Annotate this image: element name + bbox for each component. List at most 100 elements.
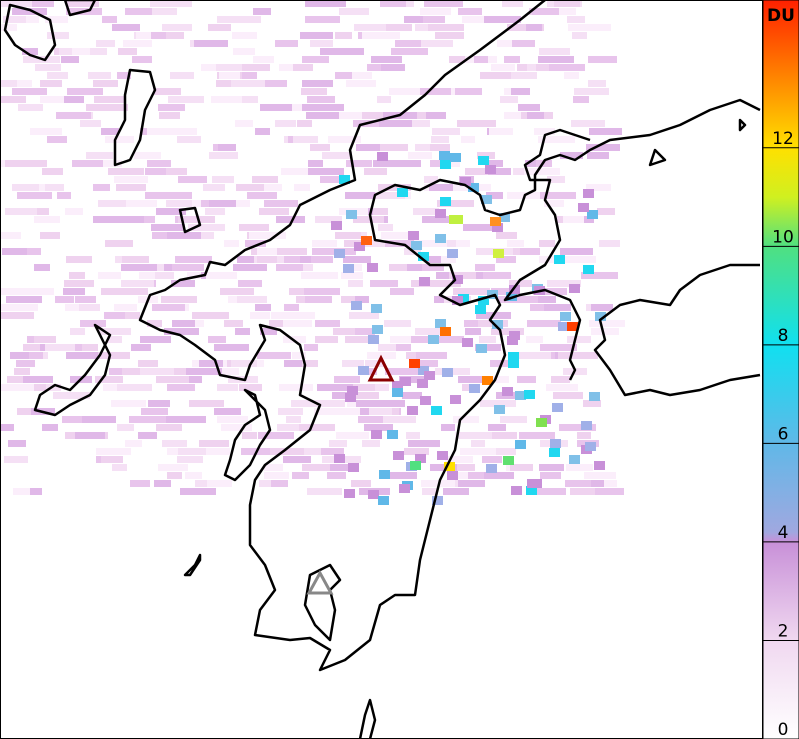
cell <box>156 376 189 383</box>
cell <box>162 416 180 423</box>
cell <box>305 0 329 7</box>
cell <box>29 352 43 359</box>
cell <box>104 312 128 319</box>
cell <box>66 352 98 359</box>
cell <box>112 24 140 31</box>
cell <box>291 400 321 407</box>
cell <box>350 408 375 415</box>
cell <box>447 249 458 258</box>
cell <box>329 440 347 447</box>
cell <box>569 455 580 464</box>
cell <box>362 440 380 447</box>
cell <box>108 168 144 175</box>
cell <box>156 208 186 215</box>
cell <box>98 272 121 279</box>
cell <box>486 192 503 199</box>
cell <box>45 16 68 23</box>
cell <box>494 405 505 414</box>
cell <box>4 456 28 463</box>
cell <box>264 200 298 207</box>
cell <box>335 408 360 415</box>
cell <box>356 144 380 151</box>
cell <box>544 8 576 15</box>
colorbar <box>762 0 799 739</box>
cell <box>496 232 517 239</box>
cell <box>474 56 488 63</box>
cell <box>526 24 542 31</box>
cell <box>93 184 110 191</box>
cell <box>491 288 510 295</box>
cell <box>116 184 146 191</box>
cell <box>595 312 606 321</box>
cell <box>105 136 134 143</box>
cell <box>440 197 451 206</box>
cell <box>175 256 212 263</box>
colorbar-label: DU <box>767 6 795 26</box>
cell <box>422 488 438 495</box>
cell <box>26 288 54 295</box>
cell <box>145 192 179 199</box>
cell <box>168 96 204 103</box>
cell <box>166 32 184 39</box>
cell <box>461 136 475 143</box>
cell <box>86 104 121 111</box>
cell <box>188 224 225 231</box>
cell <box>469 384 480 393</box>
cell <box>491 432 517 439</box>
cell <box>236 184 264 191</box>
cell <box>108 328 130 335</box>
cell <box>488 424 506 431</box>
cell <box>308 160 323 167</box>
cell <box>421 40 453 47</box>
cell <box>475 344 501 351</box>
cell <box>306 256 333 263</box>
cell <box>507 24 544 31</box>
cell <box>547 280 581 287</box>
cell <box>203 448 230 455</box>
cell <box>158 104 185 111</box>
cell <box>294 360 318 367</box>
cell <box>449 56 465 63</box>
cell <box>176 416 206 423</box>
cell <box>260 328 277 335</box>
cell <box>540 304 571 311</box>
cell <box>447 471 458 480</box>
cell <box>378 184 411 191</box>
cell <box>187 200 217 207</box>
cell <box>450 153 461 162</box>
cell <box>0 312 34 319</box>
cell <box>255 128 270 135</box>
cell <box>330 464 359 471</box>
cell <box>476 448 491 455</box>
cell <box>583 189 594 198</box>
cell <box>422 264 444 271</box>
cell <box>107 336 122 343</box>
cell <box>123 40 152 47</box>
cell <box>307 488 342 495</box>
cell <box>503 456 514 465</box>
cell <box>508 359 519 368</box>
cell <box>55 296 74 303</box>
cell <box>487 168 511 175</box>
cell <box>539 240 555 247</box>
cell <box>458 294 469 303</box>
cell <box>354 242 365 251</box>
cell <box>351 301 362 310</box>
cell <box>432 496 443 505</box>
cell <box>549 448 560 457</box>
cell <box>435 32 464 39</box>
cell <box>386 344 411 351</box>
cell <box>152 304 185 311</box>
cell <box>172 320 195 327</box>
cell <box>381 64 405 71</box>
cell <box>88 72 111 79</box>
cell <box>538 136 575 143</box>
cell <box>419 277 430 286</box>
cell <box>181 376 202 383</box>
cell <box>560 248 593 255</box>
cell <box>320 176 350 183</box>
cell <box>404 448 429 455</box>
cell <box>356 400 392 407</box>
cell <box>540 192 576 199</box>
cell <box>430 464 457 471</box>
